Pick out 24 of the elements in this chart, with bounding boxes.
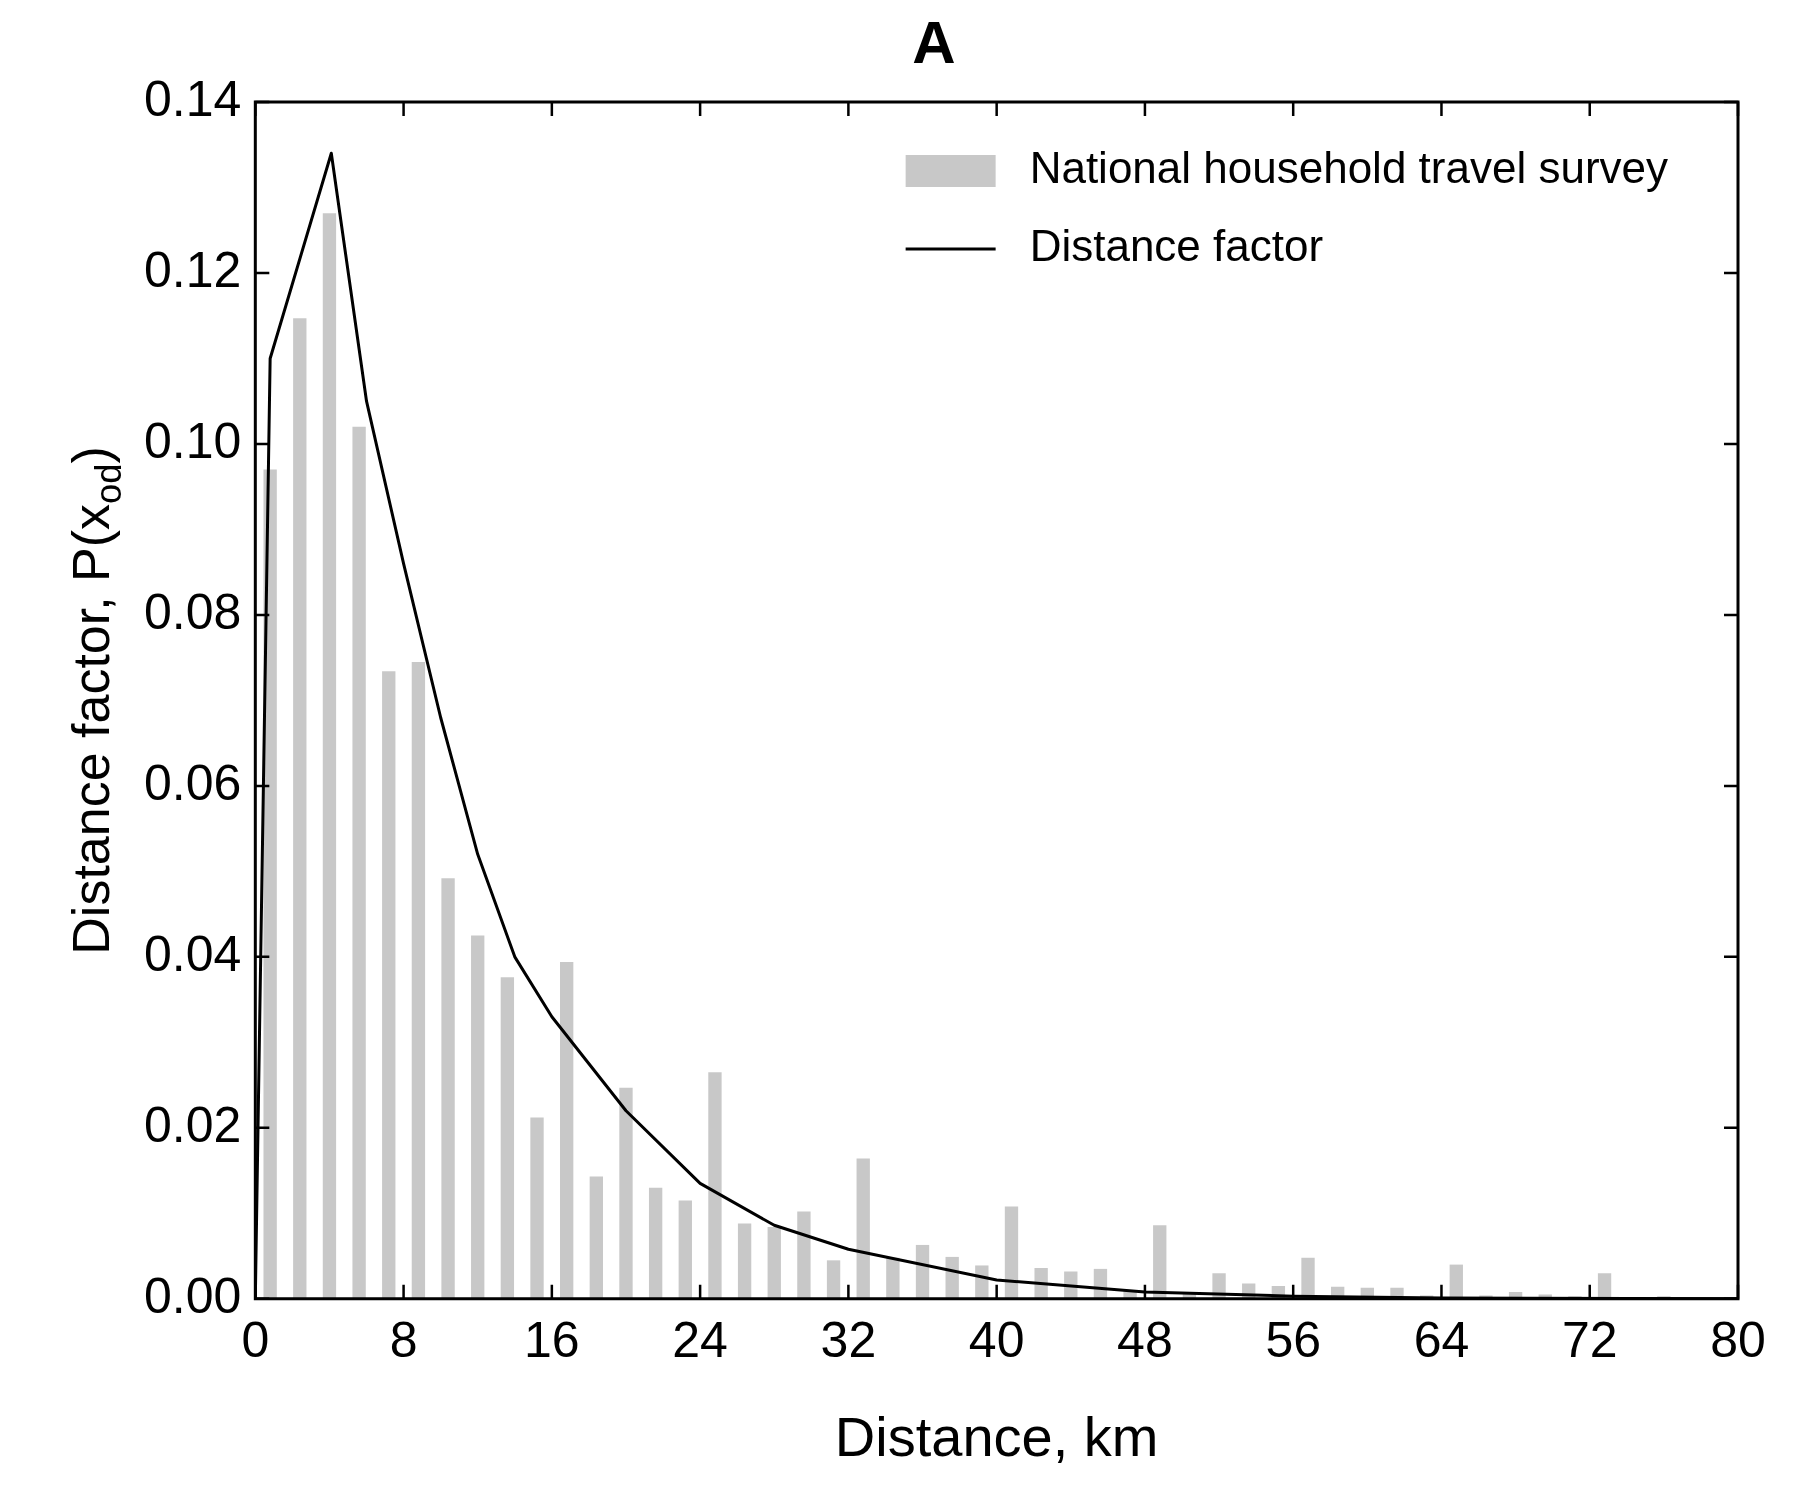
x-tick-label: 16 [524,1311,580,1368]
x-axis-title: Distance, km [834,1404,1159,1468]
y-tick-label: 0.10 [143,412,242,469]
y-tick-label: 0.06 [143,754,242,811]
x-tick-label: 32 [820,1311,877,1368]
x-tick-label: 8 [389,1311,418,1368]
y-tick-label: 0.08 [143,583,242,640]
y-tick-label: 0.12 [143,241,242,298]
x-tick-label: 80 [1710,1311,1766,1368]
legend-label: National household travel survey [1029,143,1669,193]
y-tick-label: 0.04 [143,925,242,982]
y-tick-label: 0.02 [143,1096,242,1153]
x-tick-label: 0 [241,1311,270,1368]
y-tick-label: 0.00 [143,1267,242,1324]
x-tick-label: 40 [968,1311,1025,1368]
y-tick-label: 0.14 [143,70,242,127]
legend-label: Distance factor [1029,221,1324,271]
x-tick-label: 64 [1413,1311,1470,1368]
x-tick-label: 48 [1117,1311,1173,1368]
x-tick-label: 24 [672,1311,728,1368]
chart-title: A [912,8,956,76]
y-axis-title: Distance factor, P(xod) [62,446,129,955]
x-tick-label: 56 [1265,1311,1322,1368]
x-tick-label: 72 [1561,1311,1618,1368]
